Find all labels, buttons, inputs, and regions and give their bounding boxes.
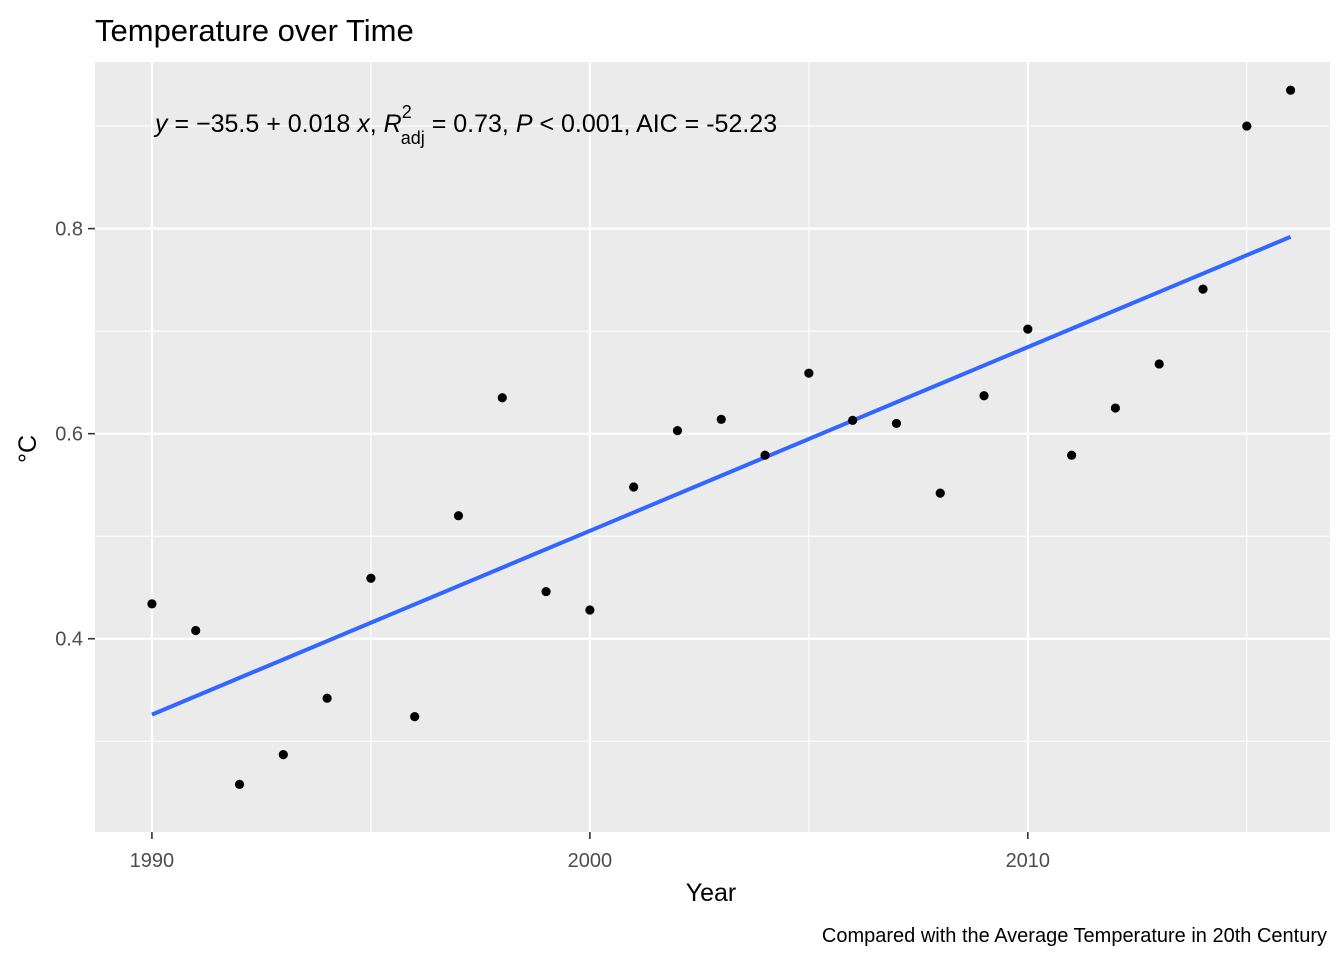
data-point — [1242, 121, 1252, 131]
data-point — [191, 625, 201, 636]
annotation-p-symbol: P — [516, 110, 533, 138]
regression-annotation: y = −35.5 + 0.018 x, R2 adj = 0.73, P < 0… — [153, 102, 777, 148]
minor-gridlines — [95, 62, 1330, 832]
annotation-equation: = −35.5 + 0.018 — [168, 110, 358, 138]
annotation-x-symbol: x — [356, 110, 371, 138]
data-point — [1285, 85, 1296, 95]
major-gridlines — [95, 62, 1330, 832]
data-point — [891, 418, 902, 429]
data-point — [278, 749, 288, 760]
data-point — [410, 712, 420, 722]
x-tick-label: 2010 — [1006, 850, 1051, 872]
annotation-r-value: = 0.73, — [425, 110, 516, 138]
annotation-separator: , — [370, 110, 384, 138]
x-tick-label: 1990 — [130, 850, 175, 872]
data-point — [716, 414, 726, 424]
annotation-p-value: < 0.001, AIC = -52.23 — [533, 110, 778, 138]
x-axis-title: Year — [686, 879, 737, 907]
data-point — [234, 779, 245, 789]
data-point — [1023, 324, 1033, 334]
data-point — [760, 450, 770, 460]
data-point — [935, 488, 945, 498]
data-point — [541, 586, 551, 597]
data-point — [804, 368, 814, 378]
data-point — [366, 573, 376, 583]
data-point — [585, 605, 595, 615]
data-point — [629, 482, 639, 492]
data-point — [979, 391, 989, 401]
annotation-r-subscript: adj — [401, 128, 425, 148]
data-point — [1067, 450, 1077, 460]
annotation-r-symbol: R — [384, 110, 402, 138]
data-point — [1198, 284, 1208, 294]
plot-panel — [95, 62, 1330, 832]
chart-caption: Compared with the Average Temperature in… — [822, 925, 1327, 947]
data-point — [322, 693, 332, 703]
data-point — [497, 393, 507, 403]
tick-labels: 1990 2000 2010 0.4 0.6 0.8 — [55, 219, 1050, 872]
annotation-r-superscript: 2 — [402, 102, 412, 122]
data-point — [1110, 403, 1121, 413]
y-axis-title: °C — [14, 435, 42, 463]
data-point — [147, 599, 157, 609]
fit-line-layer — [151, 234, 1292, 717]
x-tick-label: 2000 — [568, 850, 613, 872]
axis-ticks — [88, 227, 1029, 839]
data-point — [1154, 359, 1164, 369]
data-point — [848, 415, 858, 425]
regression-line — [151, 234, 1292, 717]
y-tick-label: 0.8 — [55, 219, 83, 241]
data-point — [453, 511, 464, 521]
data-points — [147, 85, 1296, 789]
annotation-y-symbol: y — [153, 110, 169, 138]
y-tick-label: 0.4 — [55, 629, 83, 651]
chart-title: Temperature over Time — [95, 13, 414, 48]
data-point — [672, 425, 683, 436]
y-tick-label: 0.6 — [55, 424, 83, 446]
